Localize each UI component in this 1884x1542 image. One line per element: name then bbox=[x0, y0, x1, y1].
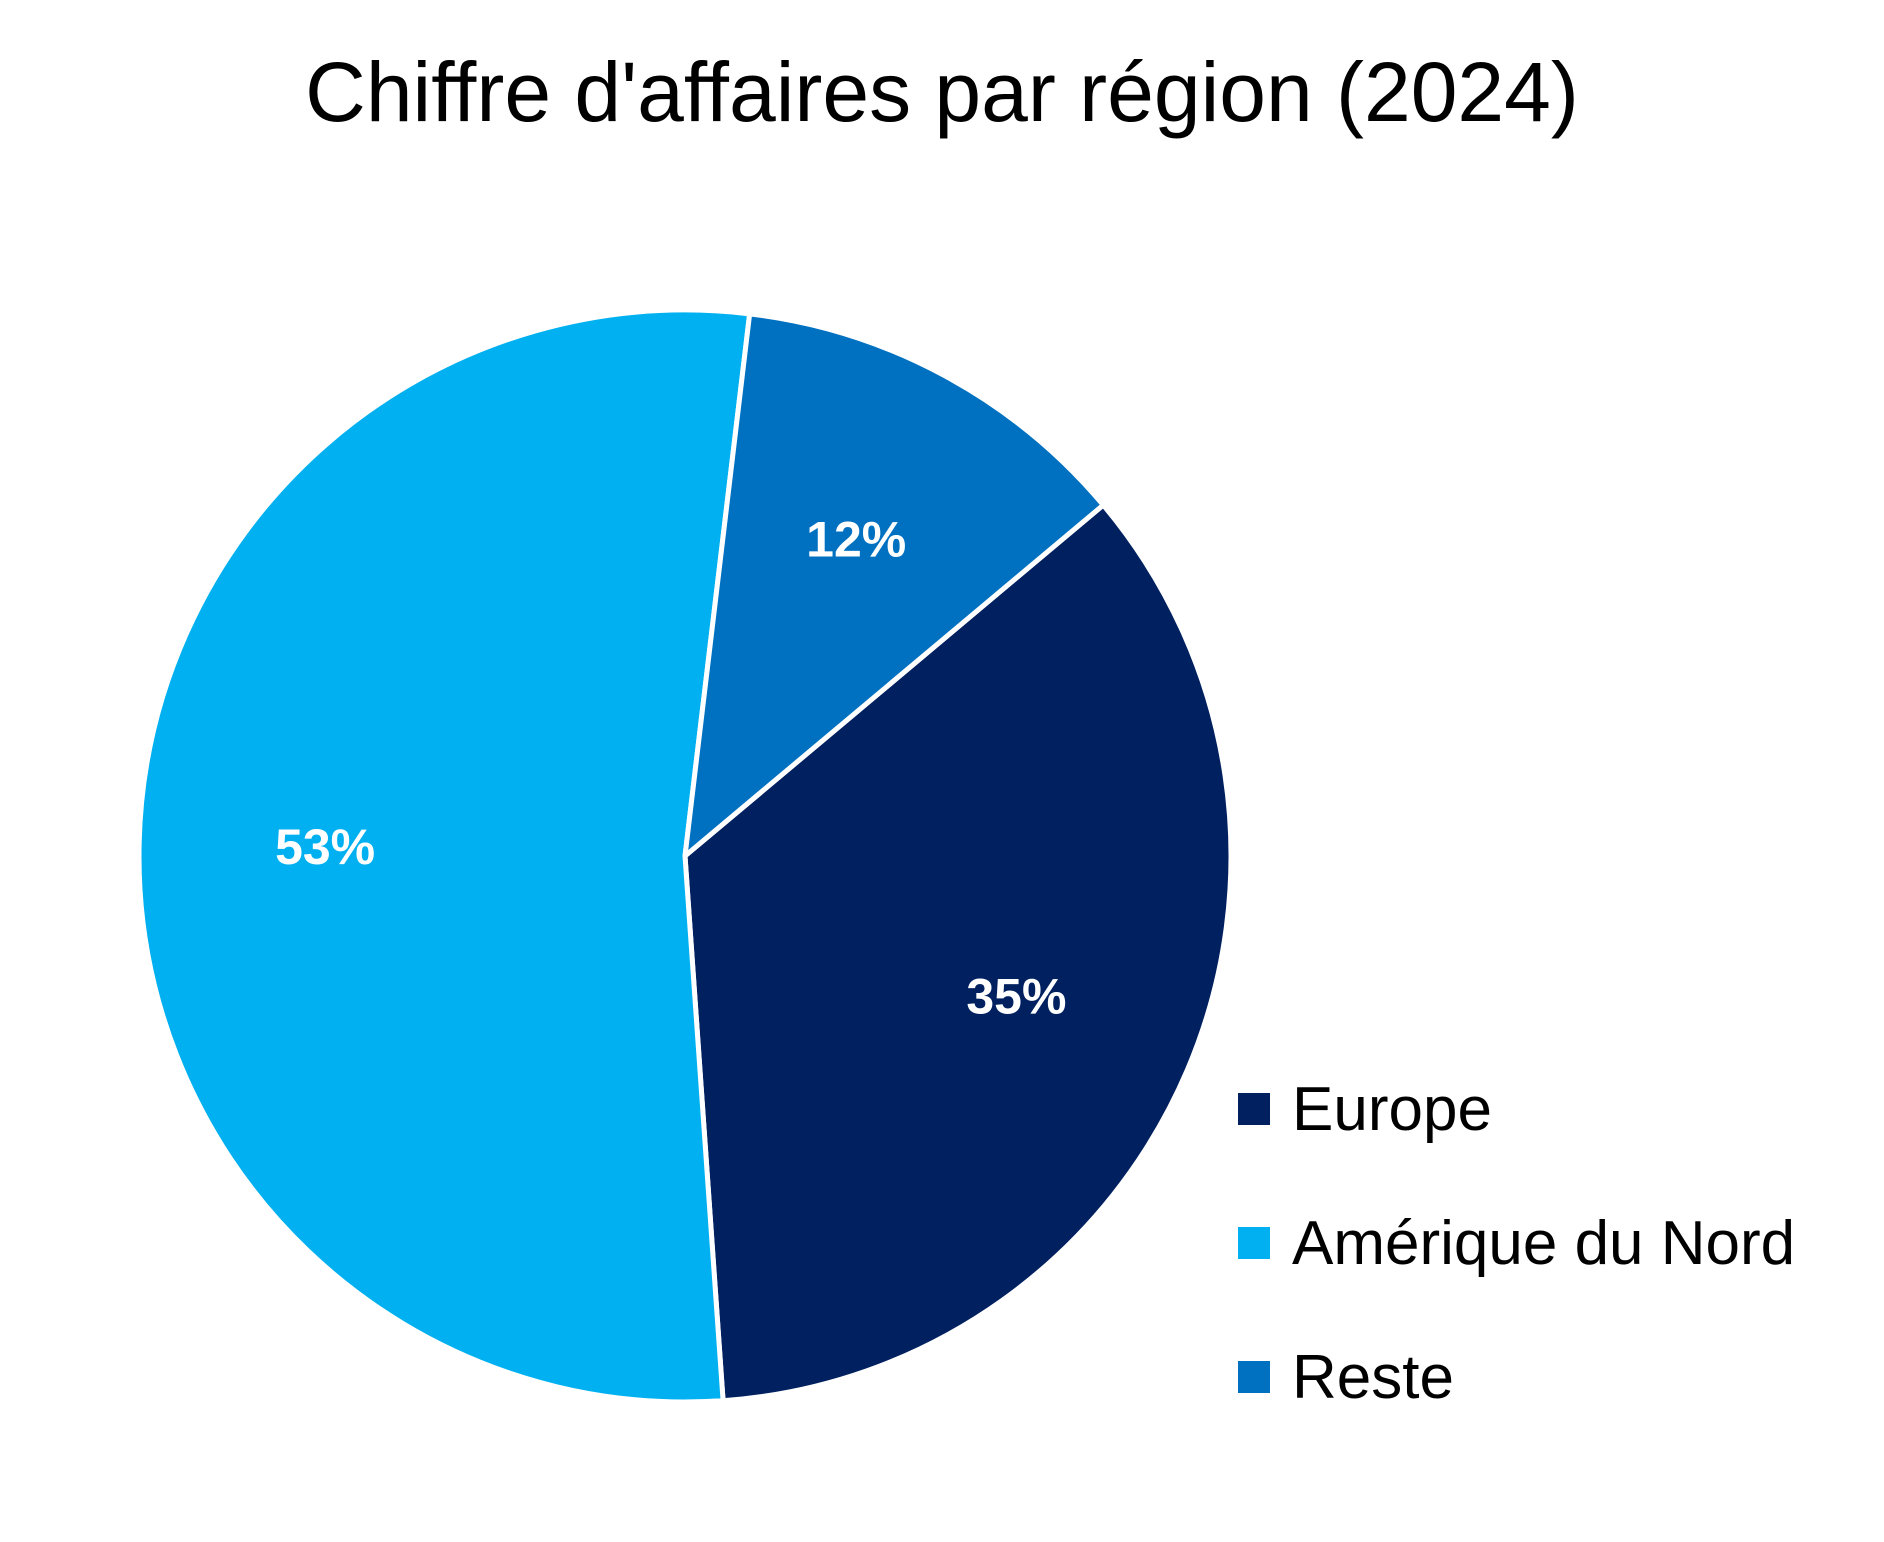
legend-swatch-reste bbox=[1238, 1361, 1270, 1393]
legend-item-reste: Reste bbox=[1238, 1310, 1795, 1444]
legend-label-reste: Reste bbox=[1292, 1342, 1454, 1412]
legend-swatch-amerique-du-nord bbox=[1238, 1227, 1270, 1259]
slice-label-europe: 35% bbox=[966, 969, 1066, 1025]
legend-item-europe: Europe bbox=[1238, 1042, 1795, 1176]
pie-slice-amerique-du-nord bbox=[136, 307, 753, 1405]
slice-labels: 35% 53% 12% bbox=[275, 511, 1066, 1024]
legend: Europe Amérique du Nord Reste bbox=[1238, 1042, 1795, 1444]
chart-title: Chiffre d'affaires par région (2024) bbox=[305, 45, 1579, 139]
slice-label-amerique-du-nord: 53% bbox=[275, 819, 375, 875]
pie-slices bbox=[136, 307, 1234, 1405]
pie-slice-europe bbox=[682, 502, 1234, 1404]
legend-label-europe: Europe bbox=[1292, 1074, 1492, 1144]
pie-slice-reste bbox=[682, 311, 1106, 859]
slice-label-reste: 12% bbox=[806, 511, 906, 567]
legend-swatch-europe bbox=[1238, 1093, 1270, 1125]
legend-item-amerique-du-nord: Amérique du Nord bbox=[1238, 1176, 1795, 1310]
legend-label-amerique-du-nord: Amérique du Nord bbox=[1292, 1208, 1796, 1278]
